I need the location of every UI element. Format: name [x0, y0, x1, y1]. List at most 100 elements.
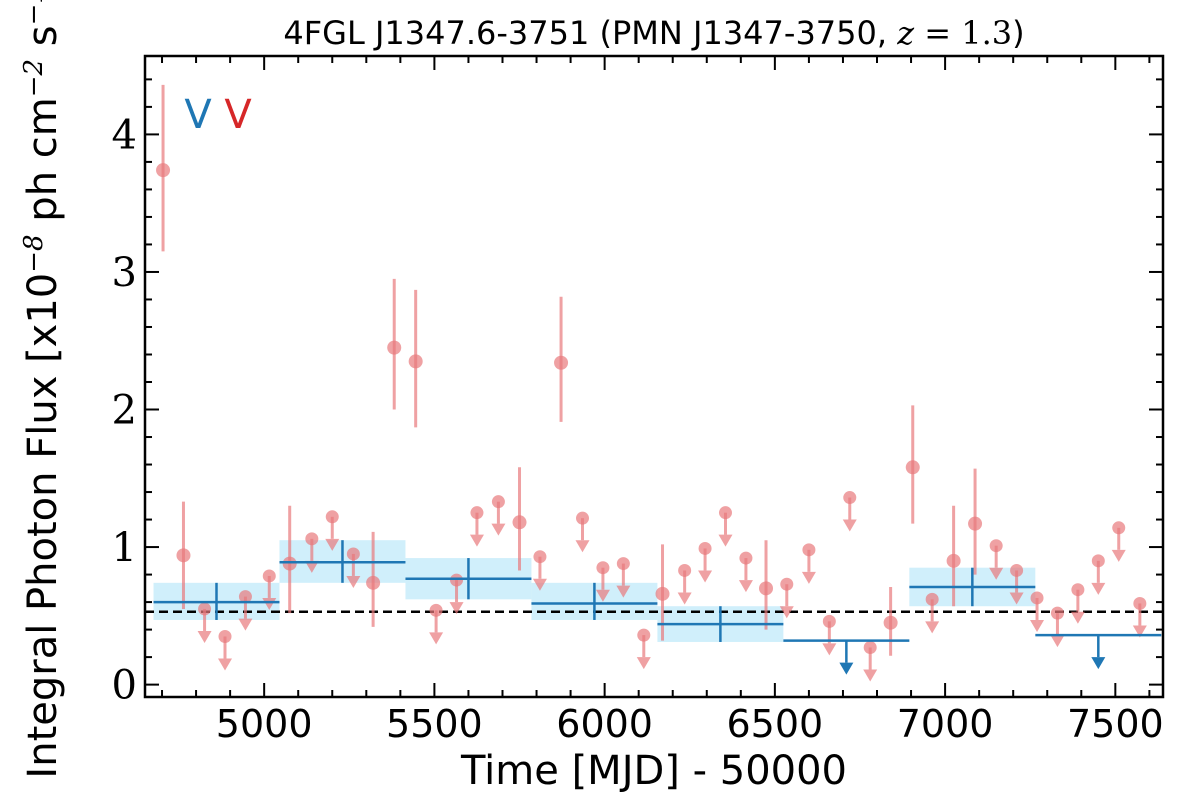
upper-limit-arrow — [989, 567, 1004, 580]
upper-limit-point — [1010, 563, 1024, 577]
chart-title: 4FGL J1347.6-3751 (PMN J1347-3750, z = 1… — [283, 14, 1024, 52]
x-tick-label: 5000 — [216, 702, 313, 746]
upper-limit-arrow — [636, 657, 651, 670]
detection-point — [512, 515, 527, 530]
upper-limit-arrow — [1111, 549, 1126, 562]
upper-limit-point — [1133, 596, 1147, 610]
upper-limit-point — [576, 511, 590, 525]
detection-point — [968, 516, 983, 531]
upper-limit-point — [1112, 521, 1126, 535]
upper-limit-point — [1091, 554, 1105, 568]
x-tick-label: 7000 — [897, 702, 994, 746]
upper-limit-point — [596, 561, 610, 575]
upper-limit-point — [802, 543, 816, 557]
upper-limit-arrow — [304, 560, 319, 573]
upper-limit-point — [718, 506, 732, 520]
upper-limit-arrow — [718, 534, 733, 547]
upper-limit-point — [616, 557, 630, 571]
upper-limit-arrow — [863, 669, 878, 682]
plot-content — [145, 84, 1163, 682]
x-tick-label: 6500 — [727, 702, 824, 746]
upper-limit-point — [218, 629, 232, 643]
upper-limit-arrow — [532, 578, 547, 591]
upper-limit-arrow — [698, 570, 713, 583]
upper-limit-arrow — [238, 618, 253, 631]
upper-limit-arrow — [595, 589, 610, 602]
upper-limit-arrow — [491, 523, 506, 536]
upper-limit-point — [238, 590, 252, 604]
upper-limit-arrow — [346, 575, 361, 588]
upper-limit-arrow — [469, 534, 484, 547]
x-tick-label: 5500 — [386, 702, 483, 746]
upper-limit-arrow — [822, 643, 837, 656]
detection-point — [946, 553, 961, 568]
x-tick-label: 7500 — [1067, 702, 1164, 746]
upper-limit-arrow — [1009, 592, 1024, 605]
plot-frame — [143, 54, 1165, 699]
detection-point — [655, 586, 670, 601]
upper-limit-point — [739, 551, 753, 565]
upper-limit-arrow — [925, 621, 940, 634]
variability-marker: V — [224, 92, 252, 138]
upper-limit-point — [1030, 591, 1044, 605]
detection-point — [156, 163, 171, 178]
y-tick-label: 1 — [112, 525, 137, 571]
upper-limit-arrow — [1050, 635, 1065, 648]
upper-limit-point — [989, 539, 1003, 553]
upper-limit-point — [325, 510, 339, 524]
upper-limit-arrow — [429, 632, 444, 645]
upper-limit-point — [491, 495, 505, 509]
upper-limit-point — [450, 573, 464, 587]
variability-marker: V — [184, 92, 212, 138]
upper-limit-point — [470, 506, 484, 520]
upper-limit-arrow — [1070, 611, 1085, 624]
upper-limit-point — [305, 532, 319, 546]
y-axis-label: Integral Photon Flux [x10−8 ph cm−2 s−1] — [19, 0, 66, 779]
upper-limit-point — [429, 603, 443, 617]
upper-limit-arrow — [616, 585, 631, 598]
upper-limit-point — [637, 628, 651, 642]
x-tick-label: 6000 — [556, 702, 653, 746]
detection-point — [176, 548, 191, 563]
upper-limit-arrow — [677, 592, 692, 605]
x-axis-label: Time [MJD] - 50000 — [460, 748, 847, 794]
upper-limit-point — [925, 592, 939, 606]
plot-area: 5000 5500 6000 6500 7000 7500 0 1 2 3 4 V V — [112, 54, 1165, 746]
upper-limit-point — [678, 563, 692, 577]
y-tick-label: 4 — [112, 112, 137, 158]
detection-point — [883, 615, 898, 630]
upper-limit-arrow — [449, 602, 464, 615]
y-tick-label: 0 — [112, 663, 137, 709]
detection-point — [366, 575, 381, 590]
detection-point — [408, 354, 423, 369]
upper-limit-point — [262, 569, 276, 583]
detection-point — [282, 556, 297, 571]
upper-limit-arrow — [738, 580, 753, 593]
detection-point — [387, 340, 402, 355]
upper-limit-arrow — [325, 538, 340, 551]
upper-limit-point — [346, 547, 360, 561]
upper-limit-arrow — [1091, 582, 1106, 595]
upper-limit-arrow — [801, 571, 816, 584]
detection-point — [759, 581, 774, 596]
upper-limit-point — [863, 640, 877, 654]
y-tick-label: 2 — [112, 388, 137, 434]
upper-limit-arrow — [1132, 625, 1147, 638]
detection-point — [905, 460, 920, 475]
upper-limit-point — [780, 577, 794, 591]
upper-limit-point — [533, 550, 547, 564]
upper-limit-arrow — [779, 606, 794, 619]
upper-limit-arrow — [218, 658, 233, 671]
upper-limit-point — [822, 614, 836, 628]
upper-limit-point — [843, 491, 857, 505]
detection-point — [554, 355, 569, 370]
long-bin-upper-limit-arrow — [1091, 657, 1106, 670]
y-tick-label: 3 — [112, 250, 137, 296]
upper-limit-arrow — [575, 540, 590, 553]
upper-limit-point — [1050, 606, 1064, 620]
upper-limit-point — [1071, 583, 1085, 597]
long-bin-upper-limit-arrow — [839, 662, 854, 675]
upper-limit-point — [198, 602, 212, 616]
upper-limit-arrow — [1030, 619, 1045, 632]
